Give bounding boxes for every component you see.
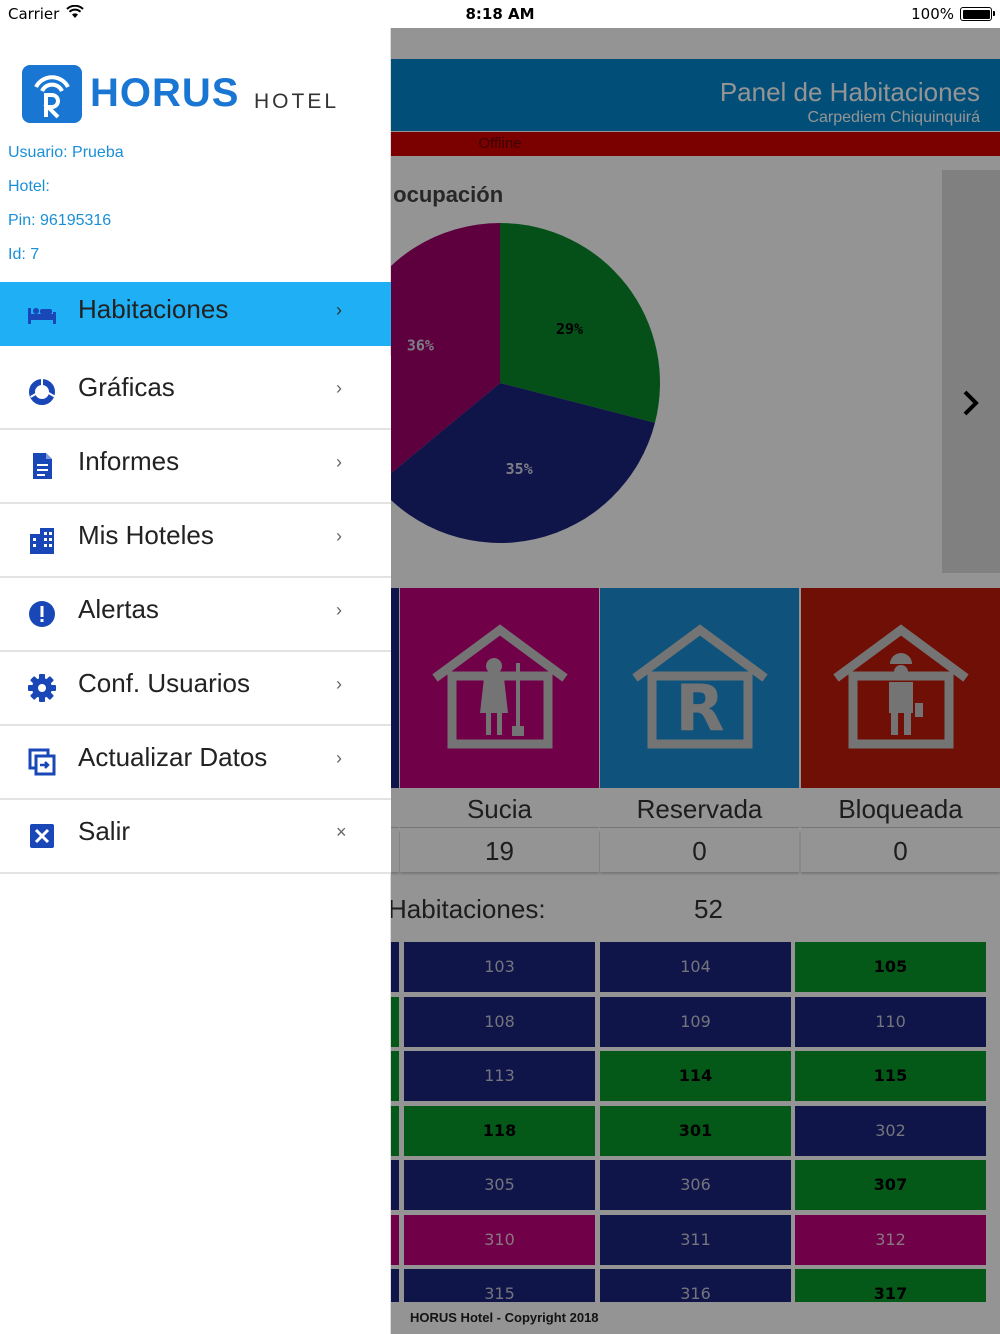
total-rooms-value: 52 bbox=[694, 894, 723, 924]
total-rooms-label: Habitaciones: bbox=[388, 894, 546, 924]
user-info: Usuario: Prueba Hotel: Pin: 96195316 Id:… bbox=[8, 142, 124, 278]
menu-item-mis-hoteles[interactable]: Mis Hoteles › bbox=[0, 504, 391, 578]
wifi-icon bbox=[66, 4, 84, 23]
document-icon bbox=[26, 450, 58, 482]
tile-label: Sucia bbox=[400, 790, 599, 828]
room-tile[interactable]: 104 bbox=[600, 942, 791, 992]
page-title: Panel de Habitaciones bbox=[719, 77, 980, 107]
reserved-house-icon: R bbox=[600, 588, 799, 788]
chevron-right-icon: › bbox=[336, 526, 342, 546]
status-tile-sucia[interactable]: Sucia 19 bbox=[400, 588, 599, 874]
hotel-subtitle: Carpediem Chiquinquirá bbox=[807, 109, 980, 126]
room-tile[interactable]: 301 bbox=[600, 1105, 791, 1156]
menu-item-salir[interactable]: Salir × bbox=[0, 800, 391, 874]
cleaning-house-icon bbox=[400, 588, 599, 788]
room-tile[interactable]: 305 bbox=[404, 1160, 595, 1210]
room-tile[interactable]: 306 bbox=[600, 1160, 791, 1210]
next-chart-button[interactable] bbox=[942, 170, 1000, 573]
pie-slice bbox=[376, 383, 655, 543]
gear-icon bbox=[26, 672, 58, 704]
user-pin: Pin: 96195316 bbox=[8, 212, 112, 229]
sync-icon bbox=[26, 746, 58, 778]
horus-logo: HORUS HOTEL bbox=[22, 65, 352, 125]
room-tile[interactable]: 113 bbox=[404, 1051, 595, 1101]
logo-badge-icon bbox=[22, 65, 82, 123]
user-name: Usuario: Prueba bbox=[8, 144, 124, 161]
room-tile[interactable]: 310 bbox=[404, 1214, 595, 1265]
chevron-right-icon: › bbox=[336, 600, 342, 620]
menu-item-label: Gráficas bbox=[78, 372, 175, 402]
tile-count: 0 bbox=[600, 830, 799, 872]
drawer-menu: Habitaciones › Gráficas › Informes › Mis… bbox=[0, 282, 391, 874]
menu-item-actualizar-datos[interactable]: Actualizar Datos › bbox=[0, 726, 391, 800]
pie-slice-label: 35% bbox=[506, 460, 533, 478]
room-tile[interactable]: 316 bbox=[600, 1269, 791, 1302]
room-tile[interactable]: 312 bbox=[795, 1214, 986, 1265]
menu-item-label: Mis Hoteles bbox=[78, 520, 214, 550]
pie-slice-label: 29% bbox=[556, 320, 583, 338]
room-tile[interactable]: 110 bbox=[795, 996, 986, 1047]
menu-item-informes[interactable]: Informes › bbox=[0, 430, 391, 504]
menu-item-habitaciones[interactable]: Habitaciones › bbox=[0, 282, 391, 346]
menu-item-label: Salir bbox=[78, 816, 131, 846]
chevron-right-icon: › bbox=[336, 300, 342, 320]
room-tile[interactable]: 118 bbox=[404, 1105, 595, 1156]
copyright-text: HORUS Hotel - Copyright 2018 bbox=[410, 1310, 599, 1325]
chevron-right-icon: › bbox=[336, 748, 342, 768]
menu-item-conf-usuarios[interactable]: Conf. Usuarios › bbox=[0, 652, 391, 726]
room-tile[interactable]: 105 bbox=[795, 942, 986, 992]
battery-icon bbox=[960, 7, 995, 21]
alert-icon bbox=[26, 598, 58, 630]
room-tile[interactable]: 311 bbox=[600, 1214, 791, 1265]
room-tile[interactable]: 108 bbox=[404, 996, 595, 1047]
status-tile-bloqueada[interactable]: Bloqueada 0 bbox=[801, 588, 1000, 874]
svg-text:R: R bbox=[675, 672, 724, 746]
maintenance-house-icon bbox=[801, 588, 1000, 788]
pie-slice-label: 36% bbox=[407, 337, 434, 355]
status-bar: Carrier 8:18 AM 100% bbox=[0, 0, 1000, 28]
room-tile[interactable]: 315 bbox=[404, 1269, 595, 1302]
room-tile[interactable]: 114 bbox=[600, 1051, 791, 1101]
user-hotel: Hotel: bbox=[8, 178, 50, 195]
bed-icon bbox=[26, 298, 58, 330]
user-id: Id: 7 bbox=[8, 246, 40, 263]
status-tile-reservada[interactable]: R Reservada 0 bbox=[600, 588, 799, 874]
exit-icon bbox=[26, 820, 58, 852]
logo-word: HORUS bbox=[90, 71, 240, 115]
menu-item-label: Actualizar Datos bbox=[78, 742, 268, 772]
clock: 8:18 AM bbox=[465, 5, 535, 23]
room-tile[interactable]: 115 bbox=[795, 1051, 986, 1101]
tile-count: 19 bbox=[400, 830, 599, 872]
chevron-right-icon: › bbox=[336, 378, 342, 398]
battery-percent: 100% bbox=[911, 5, 954, 23]
room-tile[interactable]: 317 bbox=[795, 1269, 986, 1302]
building-icon bbox=[26, 524, 58, 556]
chevron-right-icon: › bbox=[336, 452, 342, 472]
pie-slice bbox=[500, 223, 660, 423]
menu-item-graficas[interactable]: Gráficas › bbox=[0, 356, 391, 430]
menu-item-label: Habitaciones bbox=[78, 294, 229, 324]
chevron-right-icon: › bbox=[336, 674, 342, 694]
close-icon: × bbox=[336, 822, 347, 842]
room-tile[interactable]: 109 bbox=[600, 996, 791, 1047]
tile-count: 0 bbox=[801, 830, 1000, 872]
menu-item-label: Conf. Usuarios bbox=[78, 668, 250, 698]
carrier-label: Carrier bbox=[8, 5, 60, 23]
room-tile[interactable]: 103 bbox=[404, 942, 595, 992]
room-tile[interactable]: 302 bbox=[795, 1105, 986, 1156]
side-drawer: HORUS HOTEL Usuario: Prueba Hotel: Pin: … bbox=[0, 28, 391, 1334]
donut-chart-icon bbox=[26, 376, 58, 408]
logo-sub: HOTEL bbox=[254, 90, 340, 113]
room-tile[interactable]: 307 bbox=[795, 1160, 986, 1210]
menu-item-alertas[interactable]: Alertas › bbox=[0, 578, 391, 652]
tile-label: Reservada bbox=[600, 790, 799, 828]
menu-item-label: Informes bbox=[78, 446, 180, 476]
tile-label: Bloqueada bbox=[801, 790, 1000, 828]
menu-item-label: Alertas bbox=[78, 594, 159, 624]
